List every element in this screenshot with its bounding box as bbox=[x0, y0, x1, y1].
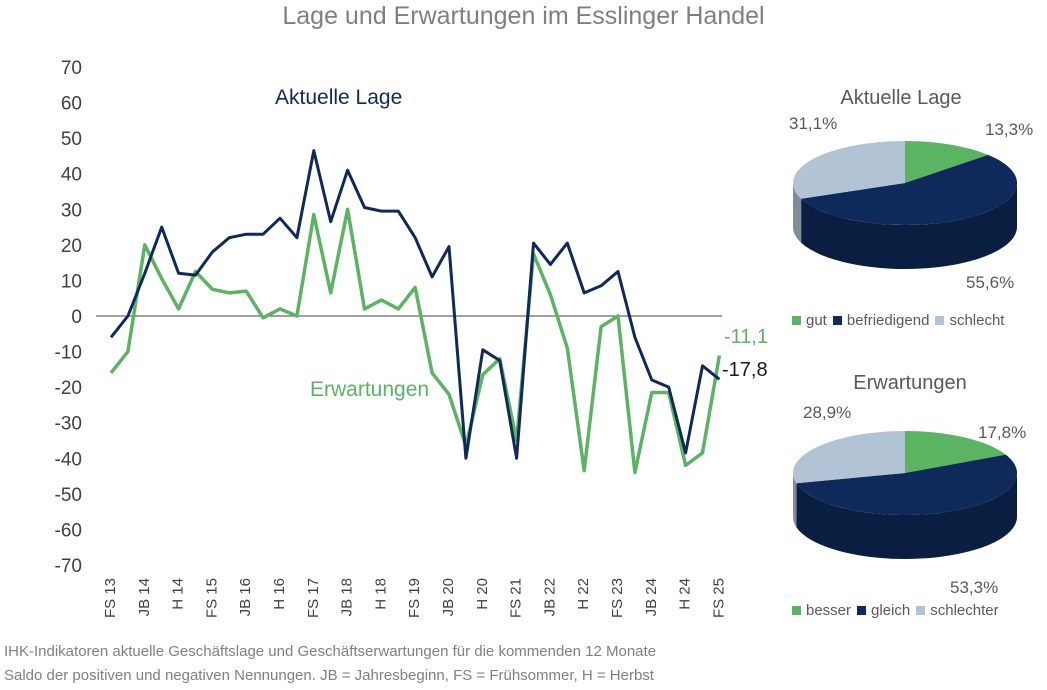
pie-side-befriedigend bbox=[801, 183, 1017, 269]
legend-label: schlecht bbox=[949, 312, 1005, 329]
legend-label: gut bbox=[806, 312, 827, 329]
series-label-erwartungen: Erwartungen bbox=[310, 378, 429, 401]
x-tick-label: JB 16 bbox=[237, 578, 254, 616]
x-tick-label: H 20 bbox=[474, 578, 491, 610]
footnote-line-2: Saldo der positiven und negativen Nennun… bbox=[4, 667, 654, 684]
legend-item-gut: gut bbox=[792, 312, 827, 329]
legend-label: gleich bbox=[871, 602, 911, 619]
series-line-aktuelle-lage bbox=[109, 149, 721, 460]
x-tick-label: JB 24 bbox=[643, 578, 660, 616]
x-tick-label: FS 25 bbox=[710, 578, 727, 618]
chart-title: Lage und Erwartungen im Esslinger Handel bbox=[282, 2, 765, 30]
pie-slice-gleich bbox=[796, 454, 1017, 515]
x-tick-label: JB 18 bbox=[339, 578, 356, 616]
y-tick-label: 60 bbox=[61, 94, 82, 115]
x-tick-label: JB 22 bbox=[541, 578, 558, 616]
x-tick-label: FS 17 bbox=[305, 578, 322, 618]
pie-legend-erwartungen: besser gleich schlechter bbox=[792, 602, 1005, 619]
pie-slice-gut bbox=[905, 141, 989, 183]
series-label-aktuelle-lage: Aktuelle Lage bbox=[275, 86, 402, 109]
legend-swatch bbox=[792, 315, 801, 325]
y-tick-label: 70 bbox=[61, 58, 82, 79]
x-tick-label: JB 14 bbox=[136, 578, 153, 616]
legend-label: befriedigend bbox=[846, 312, 930, 329]
legend-item-schlecht: schlecht bbox=[935, 312, 1004, 329]
y-tick-label: -70 bbox=[55, 556, 82, 577]
pie-value-label-gut: 13,3% bbox=[985, 120, 1033, 139]
y-tick-label: 10 bbox=[61, 271, 82, 292]
y-tick-label: 30 bbox=[61, 200, 82, 221]
x-tick-label: FS 23 bbox=[609, 578, 626, 618]
pie-title: Aktuelle Lage bbox=[840, 87, 961, 109]
pie-side-schlecht bbox=[793, 183, 802, 243]
legend-swatch bbox=[857, 605, 867, 615]
y-tick-label: -10 bbox=[55, 343, 82, 364]
pie-value-label-schlechter: 28,9% bbox=[803, 403, 851, 422]
x-tick-label: H 18 bbox=[372, 578, 389, 610]
series-line-erwartungen bbox=[109, 207, 722, 475]
y-tick-label: -40 bbox=[55, 449, 82, 470]
x-axis: FS 13 JB 14 H 14 FS 15 JB 16 H 16 FS 17 JB 18 H … bbox=[102, 578, 727, 618]
pie-slice-schlecht bbox=[793, 141, 905, 199]
legend-item-besser: besser bbox=[792, 602, 851, 619]
y-tick-label: 50 bbox=[61, 129, 82, 150]
end-label-aktuelle-lage: -17,8 bbox=[722, 359, 768, 381]
legend-swatch bbox=[916, 605, 926, 615]
legend-swatch bbox=[832, 315, 842, 325]
series-labels: Aktuelle Lage Erwartungen -11,1 -17,8 bbox=[275, 86, 768, 401]
legend-swatch bbox=[935, 315, 945, 325]
end-label-erwartungen: -11,1 bbox=[724, 326, 768, 348]
series-lines bbox=[109, 149, 722, 475]
x-tick-label: FS 13 bbox=[102, 578, 119, 618]
x-tick-label: H 14 bbox=[170, 578, 187, 610]
x-tick-label: H 22 bbox=[575, 578, 592, 610]
y-tick-label: 20 bbox=[61, 236, 82, 257]
x-tick-label: FS 19 bbox=[406, 578, 423, 618]
legend-item-gleich: gleich bbox=[857, 602, 910, 619]
pie-legend-aktuelle-lage: gut befriedigend schlecht bbox=[792, 312, 1010, 329]
legend-item-befriedigend: befriedigend bbox=[832, 312, 930, 329]
pie-slice-schlechter bbox=[793, 431, 905, 484]
pie-title: Erwartungen bbox=[853, 372, 966, 394]
footnote-line-1: IHK-Indikatoren aktuelle Geschäftslage u… bbox=[4, 643, 657, 660]
y-tick-label: 40 bbox=[61, 165, 82, 186]
pie-slice-besser bbox=[905, 431, 1006, 473]
y-tick-label: -50 bbox=[55, 485, 82, 506]
pie-side-schlechter bbox=[793, 473, 797, 528]
y-tick-label: 0 bbox=[71, 307, 82, 328]
legend-label: schlechter bbox=[930, 602, 999, 619]
legend-swatch bbox=[792, 605, 801, 615]
pie-side-gleich bbox=[796, 473, 1017, 560]
y-tick-label: -30 bbox=[55, 414, 82, 435]
line-chart: 70 60 50 40 30 20 10 0 -10 -20 -30 -40 -50 -60 -70 FS … bbox=[55, 58, 769, 618]
pie-slice-befriedigend bbox=[801, 154, 1017, 226]
legend-label: besser bbox=[806, 602, 852, 619]
pie-value-label-besser: 17,8% bbox=[978, 423, 1026, 442]
x-tick-label: JB 20 bbox=[440, 578, 457, 616]
y-axis: 70 60 50 40 30 20 10 0 -10 -20 -30 -40 -50 -60 -70 bbox=[55, 58, 82, 577]
y-tick-label: -60 bbox=[55, 520, 82, 541]
y-tick-label: -20 bbox=[55, 378, 82, 399]
x-tick-label: FS 15 bbox=[203, 578, 220, 618]
pie-value-label-schlecht: 31,1% bbox=[789, 114, 837, 133]
legend-item-schlechter: schlechter bbox=[916, 602, 999, 619]
pie-value-label-gleich: 53,3% bbox=[950, 578, 998, 597]
pie-value-label-befriedigend: 55,6% bbox=[966, 273, 1014, 292]
x-tick-label: H 24 bbox=[677, 578, 694, 610]
x-tick-label: FS 21 bbox=[508, 578, 525, 618]
x-tick-label: H 16 bbox=[271, 578, 288, 610]
